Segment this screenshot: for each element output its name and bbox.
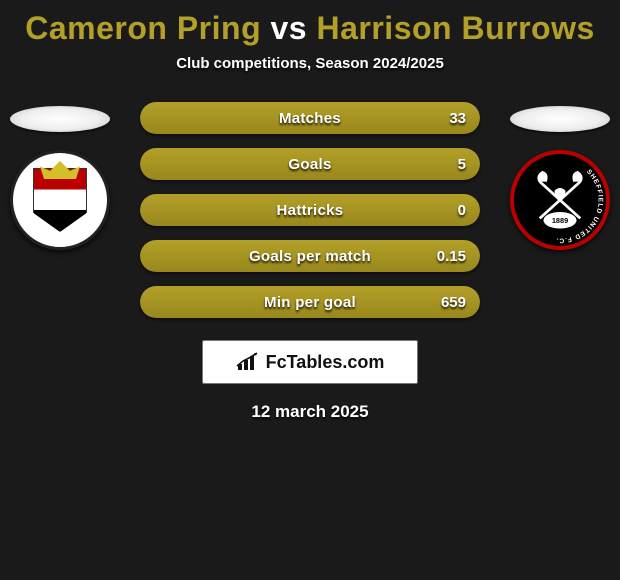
stat-bar-label: Goals per match [140, 240, 480, 272]
right-club-column: 1889 SHEFFIELD UNITED F.C. [500, 102, 620, 250]
stat-bar-value: 659 [441, 286, 466, 318]
stat-bar-label: Matches [140, 102, 480, 134]
snapshot-date: 12 march 2025 [0, 402, 620, 422]
left-club-column [0, 102, 120, 250]
bar-chart-icon [236, 352, 260, 372]
player1-photo-placeholder [10, 106, 110, 132]
stat-bars: Matches33 Goals5 Hattricks0 Goals per match… [140, 102, 480, 318]
stat-bar: Min per goal659 [140, 286, 480, 318]
crest-year: 1889 [552, 216, 568, 225]
stat-bar-value: 5 [458, 148, 466, 180]
stat-bar-value: 0 [458, 194, 466, 226]
left-club-crest [10, 150, 110, 250]
sheffield-united-icon: 1889 SHEFFIELD UNITED F.C. [514, 154, 606, 246]
stat-bar-value: 0.15 [437, 240, 466, 272]
stat-bar: Goals5 [140, 148, 480, 180]
stat-bar: Matches33 [140, 102, 480, 134]
comparison-subtitle: Club competitions, Season 2024/2025 [0, 55, 620, 72]
stat-bar: Hattricks0 [140, 194, 480, 226]
stat-bar: Goals per match0.15 [140, 240, 480, 272]
player2-photo-placeholder [510, 106, 610, 132]
player2-name: Harrison Burrows [316, 10, 594, 46]
player1-name: Cameron Pring [25, 10, 261, 46]
right-club-crest: 1889 SHEFFIELD UNITED F.C. [510, 150, 610, 250]
stat-bar-value: 33 [449, 102, 466, 134]
brand-text: FcTables.com [266, 352, 385, 373]
comparison-title: Cameron Pring vs Harrison Burrows [0, 0, 620, 47]
vs-separator: vs [271, 10, 308, 46]
stat-bar-label: Min per goal [140, 286, 480, 318]
stat-bar-label: Hattricks [140, 194, 480, 226]
comparison-body: 1889 SHEFFIELD UNITED F.C. Matches33 Goal… [0, 102, 620, 422]
stat-bar-label: Goals [140, 148, 480, 180]
brand-badge: FcTables.com [202, 340, 418, 384]
